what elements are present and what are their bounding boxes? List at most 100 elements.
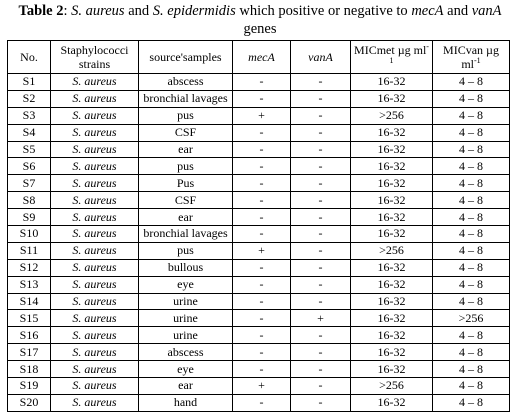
table-cell: S20 (7, 393, 51, 412)
table-cell: Pus (138, 174, 233, 193)
table-cell: 4 – 8 (432, 208, 510, 227)
table-cell: - (290, 393, 351, 412)
table-cell: S6 (7, 157, 51, 176)
table-cell: - (290, 377, 351, 395)
table-cell: 16-32 (350, 123, 433, 142)
table-cell: 16-32 (350, 309, 433, 328)
table-cell: - (290, 343, 351, 362)
table-row: S8 S. aureus CSF - -16-32 4 – 8 (7, 191, 510, 210)
table-cell: - (290, 73, 351, 91)
table-cell: 4 – 8 (432, 275, 510, 294)
table-cell: 4 – 8 (432, 393, 510, 412)
table-cell: S. aureus (50, 174, 139, 193)
table-cell: 4 – 8 (432, 191, 510, 210)
table-cell: - (290, 326, 351, 345)
table-cell: S. aureus (50, 275, 139, 294)
table-cell: S. aureus (50, 241, 139, 260)
table-row: S3 S. aureus pus + - >256 4 – 8 (7, 106, 510, 125)
table-cell: 4 – 8 (432, 377, 510, 395)
table-cell: ear (138, 140, 233, 159)
table-cell: 16-32 (350, 73, 433, 91)
table-cell: - (232, 225, 291, 243)
table-cell: S. aureus (50, 191, 139, 210)
table-cell: S. aureus (50, 309, 139, 328)
table-row: S17 S. aureus abscess - -16-32 4 – 8 (7, 343, 510, 362)
table-body: S1 S. aureus abscess - -16-32 4 – 8 S2 S. aureu… (7, 73, 510, 412)
table-cell: 4 – 8 (432, 89, 510, 108)
table-cell: S15 (7, 309, 51, 328)
caption-text: genes (243, 21, 277, 37)
table-row: S15 S. aureus urine - +16-32 >256 (7, 309, 510, 328)
caption-text: and (443, 3, 472, 19)
table-cell: S. aureus (50, 157, 139, 176)
table-cell: S14 (7, 292, 51, 311)
table: No. Staphylococci strains source'samples… (7, 40, 510, 412)
table-cell: S8 (7, 191, 51, 210)
table-cell: - (232, 326, 291, 345)
table-cell: - (232, 157, 291, 176)
table-row: S10 S. aureus bronchial lavages - -16-32 4 – … (7, 225, 510, 243)
table-cell: - (232, 343, 291, 362)
caption-text: vanA (471, 3, 502, 19)
header-sup: -1 (389, 42, 429, 65)
table-cell: S19 (7, 377, 51, 395)
table-cell: - (290, 292, 351, 311)
table-cell: urine (138, 326, 233, 345)
table-row: S5 S. aureus ear - -16-32 4 – 8 (7, 140, 510, 159)
table-cell: eye (138, 360, 233, 379)
table-cell: S. aureus (50, 292, 139, 311)
table-cell: S7 (7, 174, 51, 193)
table-cell: - (232, 275, 291, 294)
table-row: S1 S. aureus abscess - -16-32 4 – 8 (7, 73, 510, 91)
table-row: S6 S. aureus pus - -16-32 4 – 8 (7, 157, 510, 176)
table-cell: pus (138, 241, 233, 260)
table-cell: 16-32 (350, 326, 433, 345)
table-cell: - (232, 191, 291, 210)
table-cell: S. aureus (50, 73, 139, 91)
table-cell: - (290, 140, 351, 159)
table-cell: S. aureus (50, 326, 139, 345)
table-cell: 16-32 (350, 292, 433, 311)
table-cell: 16-32 (350, 89, 433, 108)
caption-text: : (63, 3, 72, 19)
caption-text: mecA (411, 3, 444, 19)
table-cell: pus (138, 157, 233, 176)
table-cell: - (232, 258, 291, 277)
table-row: S13 S. aureus eye - -16-32 4 – 8 (7, 275, 510, 294)
table-cell: ear (138, 377, 233, 395)
header-row: No. Staphylococci strains source'samples… (7, 40, 510, 74)
table-cell: 4 – 8 (432, 106, 510, 125)
table-cell: - (290, 258, 351, 277)
table-cell: S. aureus (50, 106, 139, 125)
table-cell: - (232, 123, 291, 142)
table-cell: S. aureus (50, 360, 139, 379)
table-cell: CSF (138, 191, 233, 210)
table-cell: S13 (7, 275, 51, 294)
table-cell: - (232, 73, 291, 91)
table-row: S19 S. aureus ear + - >256 4 – 8 (7, 377, 510, 395)
table-cell: 4 – 8 (432, 258, 510, 277)
table-row: S11 S. aureus pus + - >256 4 – 8 (7, 241, 510, 260)
caption-text: which positive or negative to (235, 3, 412, 19)
table-cell: S. aureus (50, 225, 139, 243)
table-row: S7 S. aureus Pus - -16-32 4 – 8 (7, 174, 510, 193)
table-cell: S. aureus (50, 208, 139, 227)
table-cell: 4 – 8 (432, 123, 510, 142)
table-cell: 16-32 (350, 174, 433, 193)
table-cell: CSF (138, 123, 233, 142)
header-sup: -1 (474, 56, 481, 65)
table-cell: - (232, 140, 291, 159)
caption-text: and (124, 3, 153, 19)
table-cell: - (290, 89, 351, 108)
table-row: S2 S. aureus bronchial lavages - -16-32 4 – 8 (7, 89, 510, 108)
table-cell: >256 (432, 309, 510, 328)
table-cell: pus (138, 106, 233, 125)
table-row: S14 S. aureus urine - -16-32 4 – 8 (7, 292, 510, 311)
table-cell: abscess (138, 73, 233, 91)
table-cell: + (232, 241, 291, 260)
table-cell: 4 – 8 (432, 174, 510, 193)
table-cell: 16-32 (350, 140, 433, 159)
table-cell: 4 – 8 (432, 157, 510, 176)
header-text: MICvan µg ml (443, 43, 499, 71)
